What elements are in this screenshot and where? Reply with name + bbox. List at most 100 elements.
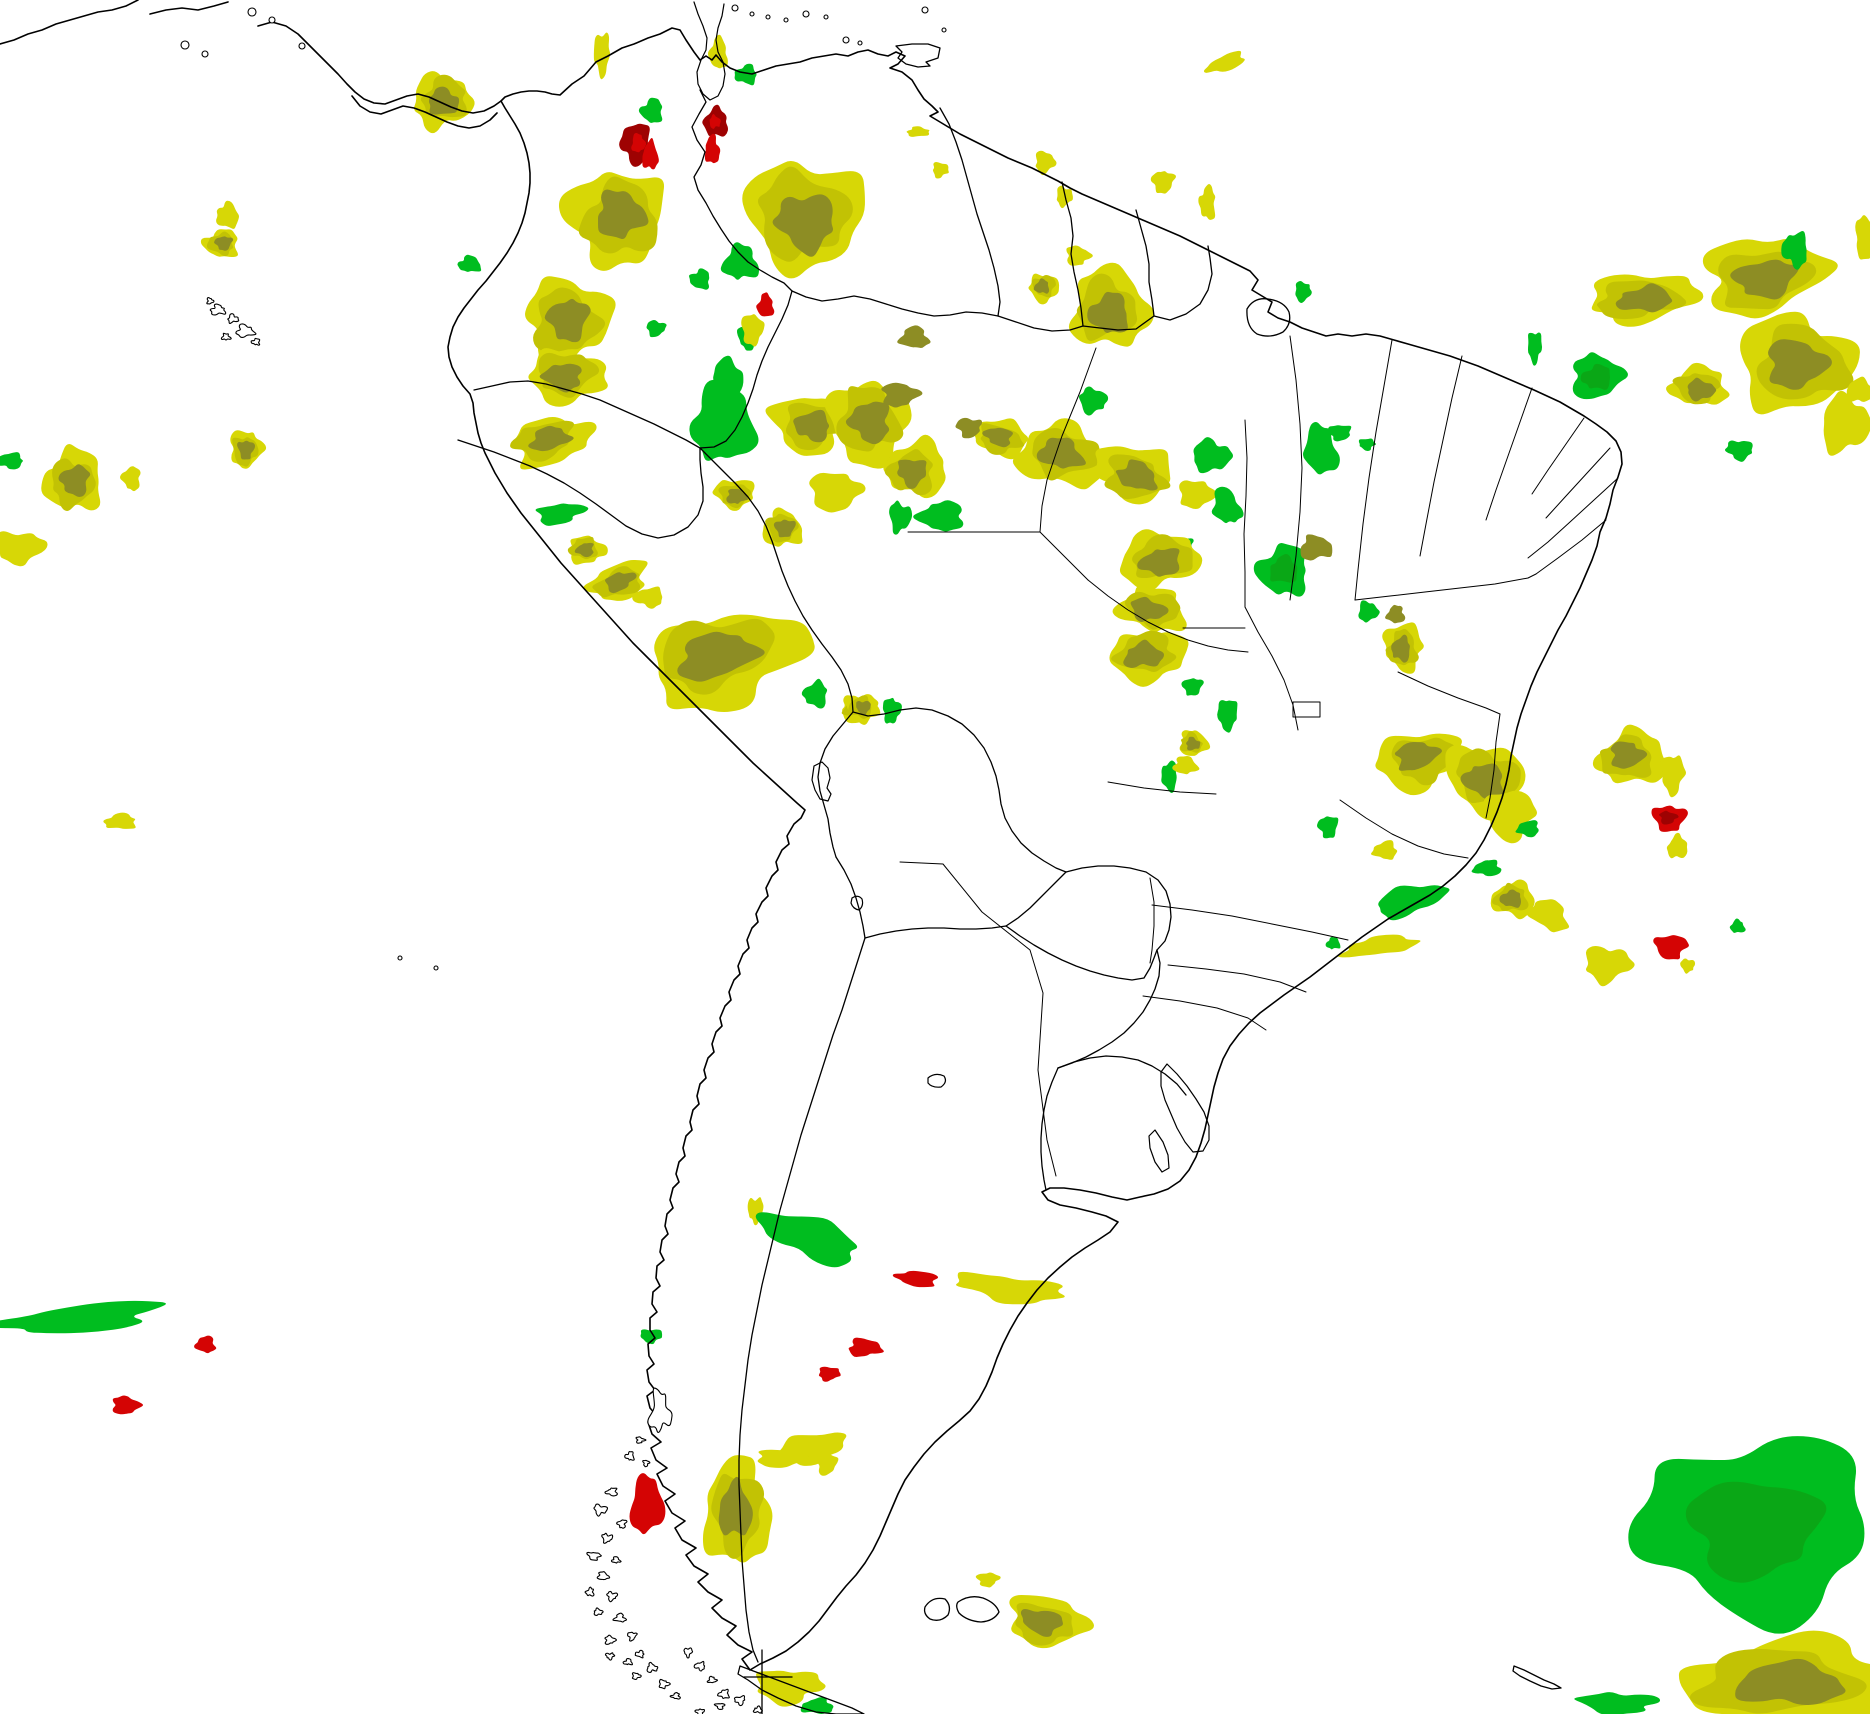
coastline bbox=[258, 22, 501, 113]
state-border bbox=[1486, 714, 1500, 818]
small-island-outline bbox=[607, 1591, 618, 1601]
rivers-layer bbox=[900, 862, 1056, 1176]
islet-dot bbox=[802, 10, 810, 18]
precip-cell-y bbox=[906, 126, 930, 137]
country-border bbox=[1006, 872, 1066, 926]
state-border bbox=[1536, 520, 1606, 574]
precip-cell-yo bbox=[1730, 259, 1799, 300]
islet-dot bbox=[842, 36, 850, 44]
country-border bbox=[865, 926, 1006, 938]
small-island-outline bbox=[734, 1696, 744, 1706]
precip-cell-yo bbox=[677, 631, 765, 682]
precip-cell-yo bbox=[1391, 634, 1410, 663]
small-island-outline bbox=[605, 1635, 616, 1644]
precip-cell-yo bbox=[1087, 291, 1128, 333]
precip-cell-y bbox=[1680, 958, 1696, 974]
precip-cell-y bbox=[120, 466, 141, 492]
precip-cell-y bbox=[1179, 480, 1218, 509]
precip-cell-y bbox=[1526, 899, 1570, 933]
precip-cell-y bbox=[1855, 215, 1870, 260]
islet-dot bbox=[180, 40, 190, 50]
precip-cell-y bbox=[1198, 184, 1216, 220]
precip-cell-r bbox=[629, 1473, 666, 1535]
precip-cell-g bbox=[1724, 440, 1753, 462]
precip-cell-yo bbox=[1036, 437, 1086, 469]
precip-cell-o bbox=[1385, 604, 1406, 624]
precip-cell-g bbox=[1325, 936, 1341, 950]
country-border bbox=[853, 708, 1066, 872]
precip-cell-r bbox=[848, 1337, 884, 1357]
precip-cell-g bbox=[1574, 1692, 1661, 1714]
precip-cell-yo bbox=[58, 464, 91, 497]
state-border bbox=[1245, 607, 1298, 730]
precip-cell-y bbox=[593, 32, 611, 80]
state-border bbox=[1532, 418, 1584, 494]
precip-cell-yo bbox=[1020, 1608, 1063, 1637]
precip-cell-r bbox=[112, 1395, 144, 1415]
small-island-outline bbox=[594, 1504, 608, 1516]
small-island-outline bbox=[718, 1689, 730, 1698]
country-border bbox=[692, 90, 792, 291]
small-island-outline bbox=[636, 1437, 646, 1443]
state-border bbox=[1398, 672, 1500, 714]
precip-cell-o bbox=[881, 382, 923, 408]
small-island-outline bbox=[648, 1388, 672, 1432]
islet-dot bbox=[247, 7, 257, 17]
precip-cell-o bbox=[1300, 534, 1333, 561]
small-island-outline bbox=[236, 324, 256, 338]
state-borders-layer bbox=[908, 336, 1618, 1030]
precip-cell-r bbox=[642, 137, 659, 170]
small-island-outline bbox=[597, 1572, 609, 1580]
precip-cell-y bbox=[632, 586, 663, 609]
precip-cell-y bbox=[1035, 150, 1057, 176]
country-border bbox=[1136, 210, 1154, 316]
country-border bbox=[998, 246, 1212, 331]
precip-cell-yo bbox=[528, 425, 574, 452]
lake-outline bbox=[1161, 1064, 1209, 1152]
precip-cell-yo bbox=[772, 194, 834, 257]
coastline bbox=[0, 0, 138, 44]
country-borders-layer bbox=[458, 90, 1212, 1714]
precip-cell-g bbox=[734, 63, 757, 86]
islet-dot bbox=[823, 14, 829, 20]
small-island-outline bbox=[605, 1488, 617, 1496]
precip-cell-r bbox=[756, 292, 775, 317]
precip-cell-yo bbox=[605, 572, 637, 594]
state-border bbox=[1290, 336, 1302, 600]
precip-cell-yo bbox=[1123, 639, 1164, 668]
state-border bbox=[1040, 348, 1096, 532]
precip-cell-g bbox=[0, 1300, 166, 1334]
country-border bbox=[458, 440, 703, 538]
precip-cell-g bbox=[1181, 678, 1204, 696]
lake-outline bbox=[851, 896, 863, 910]
precip-cell-yo bbox=[214, 236, 234, 251]
precip-cell-g bbox=[689, 268, 710, 290]
precip-cell-yo bbox=[1499, 889, 1521, 908]
precip-cell-go bbox=[1270, 554, 1298, 583]
precip-cell-y bbox=[932, 161, 949, 179]
precip-cell-y bbox=[1172, 756, 1200, 775]
precip-cell-g bbox=[1217, 700, 1238, 733]
precip-cell-y bbox=[1203, 50, 1245, 73]
precip-cell-y bbox=[216, 200, 239, 229]
small-island-outline bbox=[714, 1704, 725, 1710]
precip-cell-g bbox=[1471, 859, 1502, 877]
state-border bbox=[1040, 532, 1088, 580]
island-outline bbox=[738, 1666, 864, 1714]
precip-cell-y bbox=[741, 314, 765, 347]
islet-dot bbox=[201, 50, 209, 58]
precip-cell-go bbox=[1685, 1481, 1827, 1583]
small-island-outline bbox=[628, 1632, 638, 1641]
lake-outline bbox=[928, 1074, 945, 1087]
island-outline bbox=[925, 1598, 950, 1620]
islet-dot bbox=[857, 40, 863, 46]
precip-cell-g bbox=[1781, 231, 1807, 270]
precip-cell-r bbox=[818, 1366, 841, 1382]
precip-cell-r bbox=[1653, 935, 1689, 960]
precip-cell-g bbox=[689, 378, 759, 461]
islet-dot bbox=[783, 17, 789, 23]
small-island-outline bbox=[625, 1452, 634, 1461]
state-border bbox=[1486, 388, 1532, 520]
small-island-outline bbox=[611, 1557, 621, 1563]
precip-cell-r bbox=[194, 1335, 217, 1354]
